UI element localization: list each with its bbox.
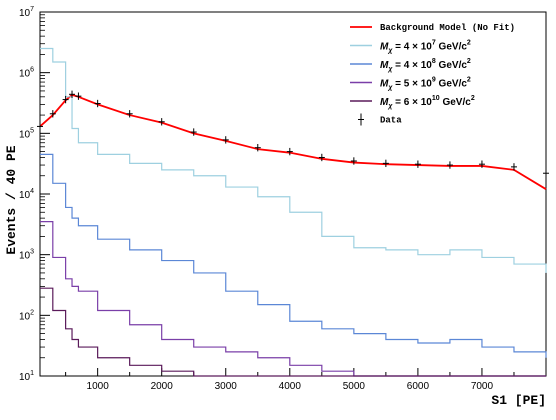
y-tick-label: 107 <box>19 6 34 19</box>
y-tick-label: 105 <box>19 127 34 140</box>
y-tick-label: 104 <box>19 188 34 201</box>
legend-label-data: Data <box>380 116 402 126</box>
legend-label-m6e10: Mχ = 6 × 1010 GeV/c2 <box>380 95 475 110</box>
x-tick-label: 6000 <box>407 381 430 392</box>
y-tick-label: 106 <box>19 67 34 80</box>
x-tick-label: 2000 <box>151 381 174 392</box>
x-tick-label: 7000 <box>471 381 494 392</box>
legend-label-m4e7: Mχ = 4 × 107 GeV/c2 <box>380 40 471 55</box>
y-tick-label: 101 <box>19 370 34 383</box>
y-tick-label: 102 <box>19 309 34 322</box>
x-tick-label: 1000 <box>87 381 110 392</box>
x-tick-label: 5000 <box>343 381 366 392</box>
x-tick-label: 4000 <box>279 381 302 392</box>
y-axis-label: Events / 40 PE <box>4 145 19 254</box>
x-tick-label: 3000 <box>215 381 238 392</box>
legend-label-m5e9: Mχ = 5 × 109 GeV/c2 <box>380 77 471 92</box>
series-m4e8 <box>40 153 547 358</box>
legend-label-background: Background Model (No Fit) <box>380 23 515 33</box>
series-data <box>37 90 549 177</box>
series-m4e7 <box>40 47 547 273</box>
legend: Background Model (No Fit) Mχ = 4 × 107 Ge… <box>350 23 515 126</box>
y-tick-label: 103 <box>19 249 34 262</box>
series-m6e10 <box>40 287 546 377</box>
legend-label-m4e8: Mχ = 4 × 108 GeV/c2 <box>380 58 471 73</box>
series-background <box>39 93 547 190</box>
x-axis-label: S1 [PE] <box>491 393 546 408</box>
ticks-layer: 1000 2000 3000 4000 5000 6000 7000 101 102 103 104… <box>19 6 515 392</box>
series-m5e9 <box>40 221 546 377</box>
series-layer <box>37 47 549 377</box>
